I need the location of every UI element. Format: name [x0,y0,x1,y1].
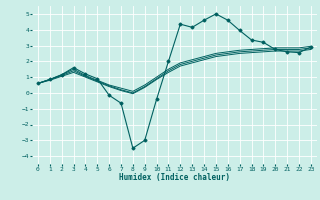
X-axis label: Humidex (Indice chaleur): Humidex (Indice chaleur) [119,173,230,182]
